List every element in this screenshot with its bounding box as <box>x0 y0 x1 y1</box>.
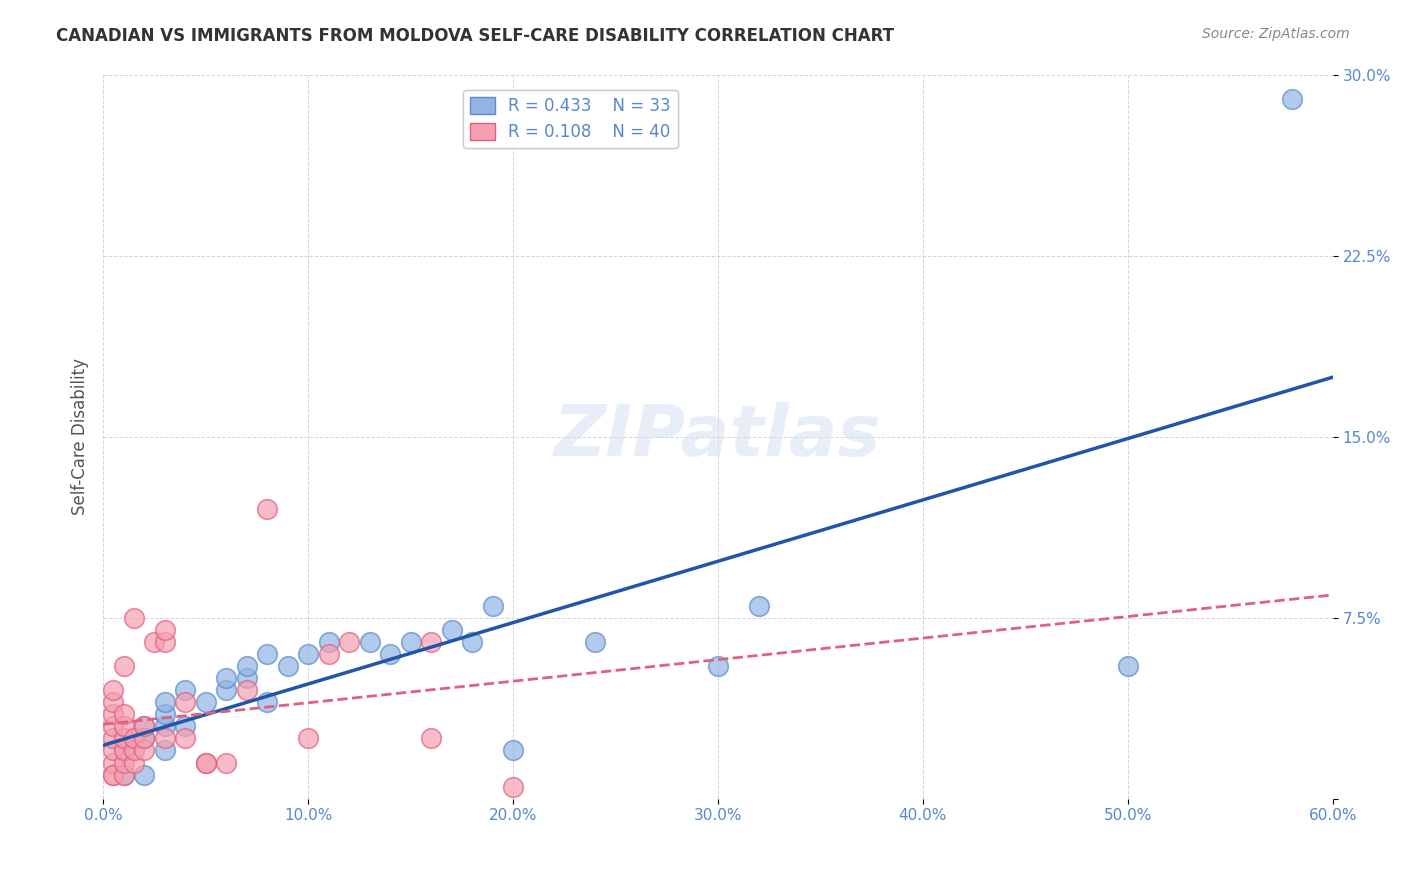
Point <box>103 695 125 709</box>
Point <box>153 719 176 733</box>
Point <box>420 731 443 746</box>
Point <box>235 671 257 685</box>
Point <box>103 731 125 746</box>
Point <box>134 731 156 746</box>
Point <box>122 610 145 624</box>
Point <box>215 683 238 698</box>
Point <box>318 647 340 661</box>
Point <box>103 756 125 770</box>
Point <box>153 707 176 722</box>
Point <box>174 731 197 746</box>
Point <box>297 731 319 746</box>
Point <box>194 756 217 770</box>
Point <box>748 599 770 613</box>
Point <box>461 635 484 649</box>
Point <box>134 767 156 781</box>
Point <box>112 743 135 757</box>
Point <box>112 731 135 746</box>
Point <box>153 695 176 709</box>
Point <box>134 719 156 733</box>
Point <box>122 731 145 746</box>
Point <box>194 756 217 770</box>
Point <box>103 719 125 733</box>
Point <box>103 683 125 698</box>
Point <box>112 659 135 673</box>
Point <box>112 767 135 781</box>
Point <box>174 719 197 733</box>
Point <box>103 767 125 781</box>
Point <box>112 743 135 757</box>
Point <box>122 743 145 757</box>
Point <box>215 671 238 685</box>
Y-axis label: Self-Care Disability: Self-Care Disability <box>72 359 89 516</box>
Point <box>122 756 145 770</box>
Point <box>153 731 176 746</box>
Point <box>153 635 176 649</box>
Point <box>215 756 238 770</box>
Point <box>235 659 257 673</box>
Point <box>318 635 340 649</box>
Text: Source: ZipAtlas.com: Source: ZipAtlas.com <box>1202 27 1350 41</box>
Point <box>194 695 217 709</box>
Point <box>153 623 176 637</box>
Point <box>256 647 278 661</box>
Point <box>502 743 524 757</box>
Point <box>134 743 156 757</box>
Point <box>112 707 135 722</box>
Point <box>134 731 156 746</box>
Point <box>440 623 463 637</box>
Point <box>134 719 156 733</box>
Point <box>277 659 299 673</box>
Point <box>297 647 319 661</box>
Point <box>174 695 197 709</box>
Point <box>112 756 135 770</box>
Legend: R = 0.433    N = 33, R = 0.108    N = 40: R = 0.433 N = 33, R = 0.108 N = 40 <box>463 90 678 148</box>
Point <box>143 635 166 649</box>
Point <box>378 647 401 661</box>
Point <box>399 635 422 649</box>
Point <box>103 767 125 781</box>
Point <box>103 707 125 722</box>
Point <box>103 743 125 757</box>
Point <box>256 502 278 516</box>
Point <box>235 683 257 698</box>
Text: CANADIAN VS IMMIGRANTS FROM MOLDOVA SELF-CARE DISABILITY CORRELATION CHART: CANADIAN VS IMMIGRANTS FROM MOLDOVA SELF… <box>56 27 894 45</box>
Point <box>112 767 135 781</box>
Point <box>112 719 135 733</box>
Point <box>707 659 730 673</box>
Point <box>337 635 360 649</box>
Point <box>153 743 176 757</box>
Point <box>583 635 606 649</box>
Point <box>502 780 524 794</box>
Point <box>1116 659 1139 673</box>
Point <box>1281 92 1303 106</box>
Text: ZIPatlas: ZIPatlas <box>554 402 882 471</box>
Point <box>481 599 503 613</box>
Point <box>359 635 381 649</box>
Point <box>256 695 278 709</box>
Point <box>420 635 443 649</box>
Point <box>174 683 197 698</box>
